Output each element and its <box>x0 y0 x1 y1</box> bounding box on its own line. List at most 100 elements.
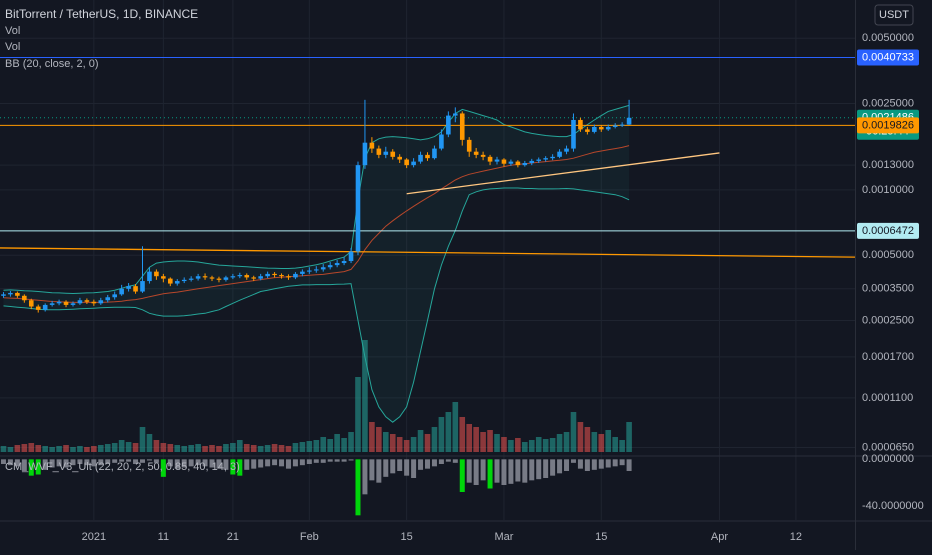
y-tick-label: 0.0000650 <box>862 441 914 453</box>
candle-body <box>397 156 402 160</box>
candle-body <box>84 300 90 302</box>
volume-bar <box>382 432 389 452</box>
wvf-bar <box>584 459 590 471</box>
volume-bar <box>396 437 403 452</box>
wvf-bar <box>348 459 354 461</box>
wvf-bar <box>174 459 180 469</box>
candle-body <box>216 278 222 280</box>
wvf-bar <box>0 459 6 464</box>
x-tick-label: Apr <box>711 531 728 543</box>
volume-bar <box>278 445 285 452</box>
volume-bar <box>146 434 153 452</box>
x-tick-label: 12 <box>790 531 802 543</box>
candle-body <box>42 304 48 310</box>
volume-bar <box>91 446 97 452</box>
wvf-bar <box>153 459 159 463</box>
wvf-bar <box>494 459 500 483</box>
wvf-bar <box>279 459 285 467</box>
volume-bar <box>598 434 605 452</box>
candle-body <box>293 273 298 278</box>
wvf-bar <box>605 459 611 468</box>
wvf-bar <box>466 459 472 483</box>
wvf-bar <box>195 459 201 466</box>
wvf-bar <box>146 459 152 461</box>
wvf-bar <box>223 459 229 470</box>
wvf-bar <box>536 459 542 480</box>
volume-bar <box>299 442 306 452</box>
candle-body <box>487 156 493 162</box>
currency-label[interactable]: USDT <box>879 9 909 21</box>
wvf-bar <box>14 459 20 467</box>
volume-bar <box>257 446 264 452</box>
volume-bar <box>84 447 90 452</box>
candle-body <box>35 306 41 310</box>
candle-body <box>585 129 590 132</box>
volume-bar <box>216 446 222 452</box>
candle-body <box>63 301 69 305</box>
candle-body <box>105 297 111 301</box>
volume-bar <box>77 446 83 452</box>
indicator-pane <box>0 459 632 516</box>
volume-bar <box>167 444 174 452</box>
candle-body <box>168 278 173 284</box>
volume-bar <box>577 422 584 452</box>
candle-body <box>626 117 632 125</box>
wvf-bar <box>515 459 521 482</box>
volume-bar <box>63 445 69 452</box>
wvf-bar <box>445 459 451 462</box>
volume-bar <box>132 443 139 452</box>
candle-body <box>286 276 291 278</box>
wvf-tick-label: 0.0000000 <box>862 453 914 465</box>
wvf-bar <box>126 459 132 462</box>
currency-button[interactable] <box>874 4 914 26</box>
volume-bar <box>111 443 118 452</box>
wvf-bar <box>508 459 514 484</box>
candle-body <box>22 295 27 301</box>
volume-bar <box>570 412 577 452</box>
candle-body <box>605 126 611 130</box>
wvf-bar <box>529 459 535 481</box>
candle-body <box>383 151 389 155</box>
x-tick-label: Mar <box>494 531 513 543</box>
volume-bar <box>250 445 257 452</box>
volume-bar <box>153 440 160 452</box>
candle-body <box>348 251 354 262</box>
volume-bar <box>535 437 542 452</box>
wvf-bar <box>543 459 549 478</box>
y-tick-label: 0.0001100 <box>862 392 913 404</box>
wvf-bar <box>42 459 48 470</box>
legend-vol: Vol <box>5 25 20 37</box>
volume-bar <box>35 445 42 452</box>
volume-bar <box>389 434 396 452</box>
wvf-bar <box>292 459 298 467</box>
wvf-bar <box>362 459 368 495</box>
wvf-bar <box>404 459 410 476</box>
volume-bar <box>466 424 473 452</box>
y-tick-label: 0.0025000 <box>862 97 914 109</box>
candle-body <box>202 276 208 278</box>
volume-bar <box>195 444 201 452</box>
volume-bar <box>0 446 7 452</box>
candle-body <box>209 277 215 279</box>
candle-body <box>126 286 131 289</box>
trend-line <box>406 152 720 195</box>
volume-bar <box>549 438 556 452</box>
wvf-bar <box>411 459 417 478</box>
candle-body <box>418 154 423 162</box>
wvf-bar <box>431 459 437 467</box>
candle-body <box>98 300 104 304</box>
volume-bar <box>424 434 431 452</box>
wvf-bar <box>299 459 305 466</box>
volume-bar <box>508 440 514 452</box>
volume-bar <box>494 434 500 452</box>
y-tick-label: 0.0005000 <box>862 249 914 261</box>
volume-bar <box>487 430 493 452</box>
indicator-title: CM_WVF_V3_Ult (22, 20, 2, 50, 0.85, 40, … <box>5 461 240 473</box>
x-tick-label: 15 <box>595 531 607 543</box>
candle-body <box>28 300 34 307</box>
volume-bar <box>445 412 452 452</box>
wvf-bar <box>98 459 104 466</box>
wvf-bar <box>56 459 62 467</box>
volume-bar <box>285 446 292 452</box>
candle-body <box>564 148 569 152</box>
